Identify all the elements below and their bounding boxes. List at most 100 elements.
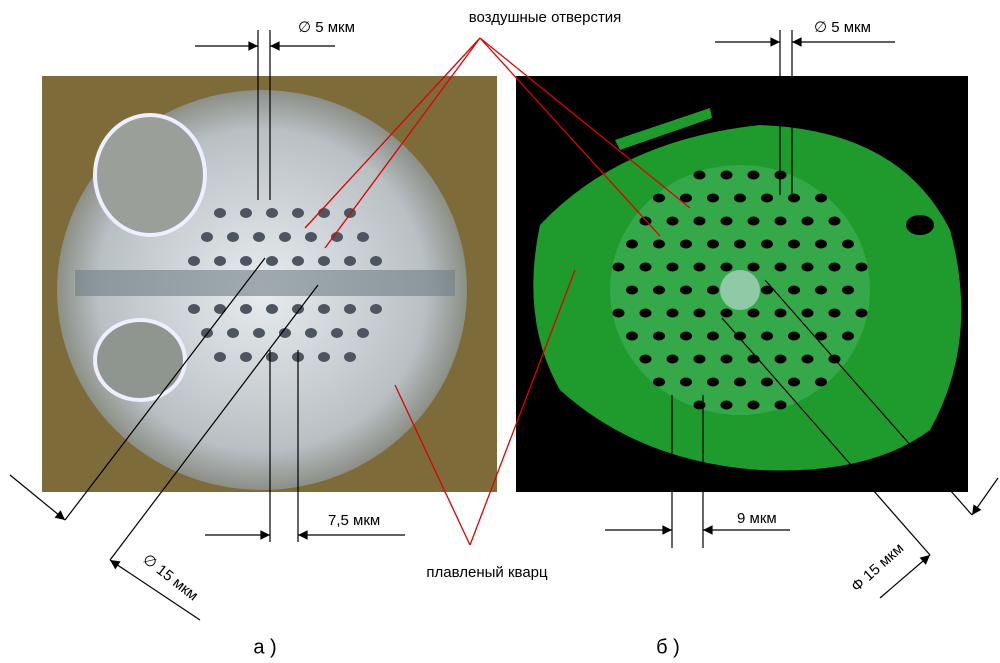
air-hole <box>707 378 719 387</box>
air-hole <box>331 328 343 338</box>
air-hole <box>707 332 719 341</box>
air-hole <box>775 217 787 226</box>
air-hole <box>653 332 665 341</box>
air-hole <box>344 256 356 266</box>
air-hole <box>775 355 787 364</box>
air-hole <box>748 217 760 226</box>
air-hole <box>748 401 760 410</box>
air-hole <box>667 263 679 272</box>
air-hole <box>694 217 706 226</box>
air-hole <box>775 263 787 272</box>
micrograph-b <box>516 76 968 492</box>
air-hole <box>214 208 226 218</box>
air-hole <box>761 240 773 249</box>
panel-label: а ) <box>253 636 276 658</box>
air-hole <box>240 304 252 314</box>
air-hole <box>694 309 706 318</box>
label: 7,5 мкм <box>328 512 380 529</box>
air-hole <box>680 240 692 249</box>
air-hole <box>842 332 854 341</box>
air-hole <box>694 355 706 364</box>
air-hole <box>694 263 706 272</box>
air-hole <box>802 309 814 318</box>
air-hole <box>788 378 800 387</box>
label: воздушные отверстия <box>469 9 622 26</box>
air-hole <box>357 232 369 242</box>
air-hole <box>613 263 625 272</box>
air-hole <box>240 208 252 218</box>
bubble <box>95 320 185 400</box>
air-hole <box>667 309 679 318</box>
label: ∅ 15 мкм <box>139 551 201 605</box>
air-hole <box>842 286 854 295</box>
air-hole <box>214 304 226 314</box>
air-hole <box>680 378 692 387</box>
air-hole <box>802 263 814 272</box>
air-hole <box>707 286 719 295</box>
air-hole <box>344 304 356 314</box>
air-hole <box>227 232 239 242</box>
air-hole <box>842 240 854 249</box>
air-hole <box>292 256 304 266</box>
air-hole <box>707 194 719 203</box>
air-hole <box>815 194 827 203</box>
air-hole <box>640 309 652 318</box>
air-hole <box>802 217 814 226</box>
air-hole <box>640 263 652 272</box>
air-hole <box>305 232 317 242</box>
air-hole <box>266 208 278 218</box>
air-hole <box>721 309 733 318</box>
air-hole <box>707 240 719 249</box>
label: Φ 15 мкм <box>848 540 907 596</box>
air-hole <box>856 263 868 272</box>
air-hole <box>829 217 841 226</box>
air-hole <box>788 194 800 203</box>
label: ∅ 5 мкм <box>298 19 355 36</box>
air-hole <box>626 286 638 295</box>
air-hole <box>667 217 679 226</box>
air-hole <box>266 256 278 266</box>
air-hole <box>721 217 733 226</box>
core <box>720 270 760 310</box>
air-hole <box>815 378 827 387</box>
air-hole <box>640 355 652 364</box>
air-hole <box>748 171 760 180</box>
air-hole <box>292 208 304 218</box>
panel-label: б ) <box>656 636 680 658</box>
air-hole <box>788 286 800 295</box>
air-hole <box>626 240 638 249</box>
air-hole <box>775 401 787 410</box>
air-hole <box>788 332 800 341</box>
air-hole <box>370 256 382 266</box>
bubble <box>95 115 205 235</box>
air-hole <box>357 328 369 338</box>
air-hole <box>748 263 760 272</box>
air-hole <box>305 328 317 338</box>
air-hole <box>318 304 330 314</box>
air-hole <box>370 304 382 314</box>
air-hole <box>253 232 265 242</box>
air-hole <box>214 256 226 266</box>
scale-bar <box>75 270 455 296</box>
air-hole <box>240 352 252 362</box>
air-hole <box>344 352 356 362</box>
air-hole <box>266 304 278 314</box>
air-hole <box>788 240 800 249</box>
air-hole <box>694 401 706 410</box>
air-hole <box>279 232 291 242</box>
air-hole <box>653 378 665 387</box>
air-hole <box>318 256 330 266</box>
dimension-arrow <box>972 478 998 515</box>
air-hole <box>775 309 787 318</box>
air-hole <box>653 240 665 249</box>
air-hole <box>653 286 665 295</box>
air-hole <box>188 256 200 266</box>
air-hole <box>680 286 692 295</box>
air-hole <box>318 208 330 218</box>
air-hole <box>734 194 746 203</box>
air-hole <box>802 355 814 364</box>
air-hole <box>266 352 278 362</box>
air-hole <box>829 263 841 272</box>
air-hole <box>240 256 252 266</box>
air-hole <box>856 309 868 318</box>
